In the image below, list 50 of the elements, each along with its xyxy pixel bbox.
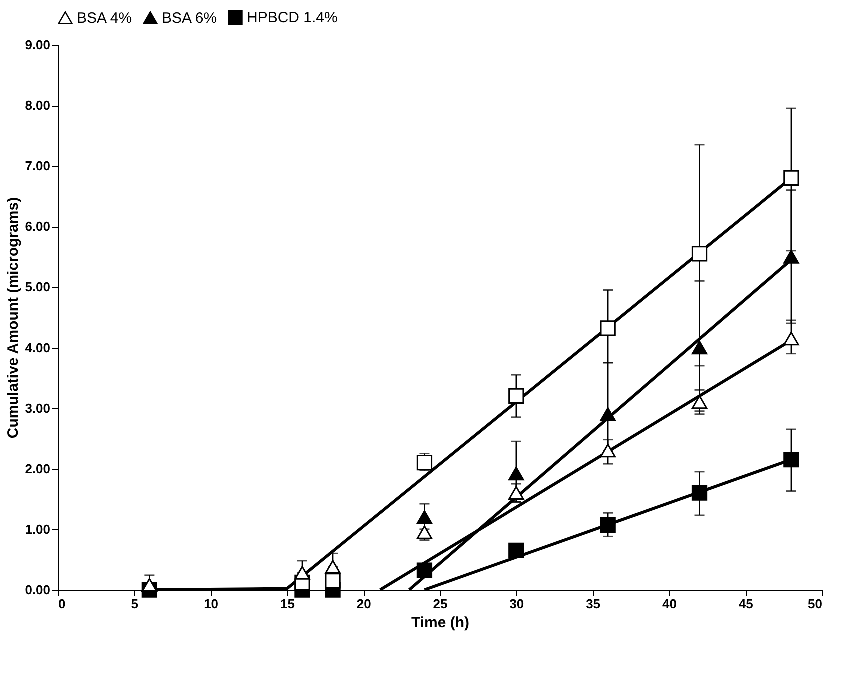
y-tick-label: 6.00 (25, 219, 50, 234)
point (508, 466, 524, 481)
y-tick-label: 5.00 (25, 280, 50, 295)
point (416, 562, 433, 578)
point (325, 573, 341, 589)
point (416, 526, 433, 540)
legend-label: BSA 4% (77, 10, 132, 28)
point (692, 246, 708, 262)
y-tick-label: 8.00 (25, 98, 50, 114)
x-tick-label: 10 (204, 596, 219, 612)
y-tick-label: 1.00 (25, 522, 50, 537)
y-tick-label: 2.00 (25, 461, 50, 476)
point (294, 566, 310, 580)
point (784, 452, 800, 468)
x-tick-label: 15 (280, 596, 295, 612)
point (784, 332, 800, 346)
point (508, 486, 524, 500)
point (508, 542, 524, 558)
point (784, 250, 800, 264)
x-tick-label: 0 (58, 596, 66, 612)
point (416, 510, 433, 524)
x-tick-label: 20 (356, 596, 372, 612)
y-axis-title: Cumulative Amount (micrograms) (5, 197, 22, 439)
x-tick-label: 40 (662, 596, 677, 612)
x-tick-label: 25 (433, 596, 448, 612)
x-tick-label: 50 (808, 596, 822, 612)
y-tick-label: 0.00 (25, 582, 50, 598)
point (416, 455, 433, 471)
legend-label: BSA 6% (162, 10, 218, 28)
point (692, 340, 708, 355)
point (600, 444, 616, 458)
point (508, 388, 524, 404)
point (600, 408, 616, 422)
y-tick-label: 9.00 (25, 38, 50, 52)
point (692, 395, 708, 410)
point (784, 170, 800, 186)
x-axis-title: Time (h) (411, 614, 470, 632)
point (692, 485, 708, 501)
point (600, 517, 616, 534)
point (142, 578, 158, 592)
y-tick-label: 4.00 (25, 340, 50, 356)
legend-label: HPBCD 1.4% (247, 10, 338, 27)
y-tick-label: 7.00 (25, 158, 50, 174)
point (600, 320, 616, 336)
point (325, 560, 341, 574)
x-tick-label: 35 (586, 596, 601, 612)
y-tick-label: 3.00 (25, 400, 50, 416)
x-tick-label: 45 (738, 596, 754, 612)
x-tick-label: 30 (510, 596, 524, 612)
x-tick-label: 5 (131, 596, 139, 612)
